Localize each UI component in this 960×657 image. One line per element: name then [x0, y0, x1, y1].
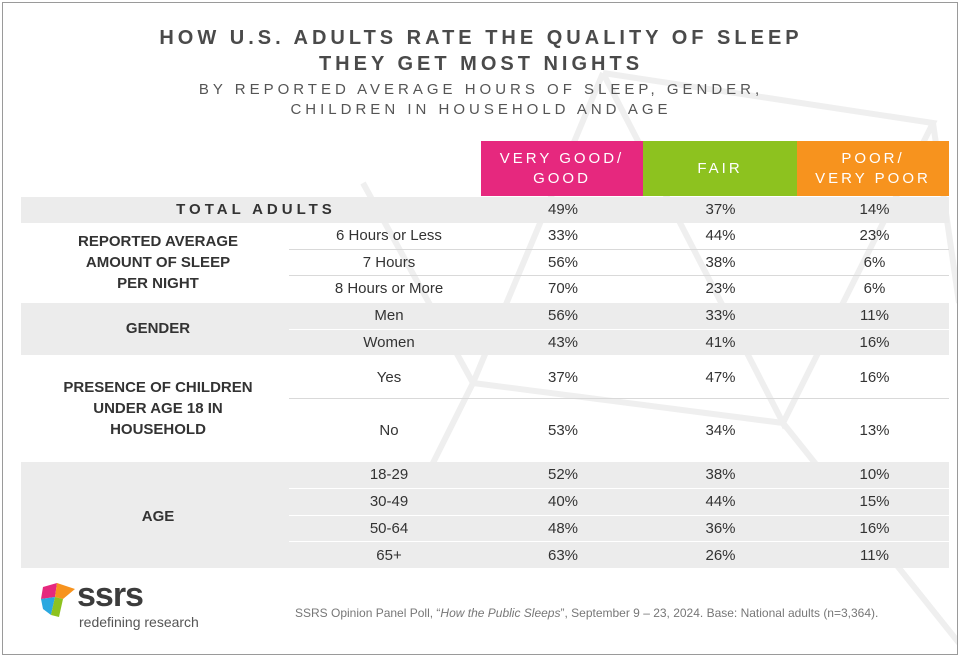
data-label: 53%: [547, 422, 579, 439]
band-total: [21, 197, 949, 223]
source-poll-title: How the Public Sleeps: [440, 606, 561, 620]
data-label: 70%: [547, 280, 579, 297]
data-label: 16%: [859, 334, 890, 351]
ssrs-mark-icon: [41, 583, 75, 617]
row-label: Men: [374, 307, 404, 324]
data-label: 63%: [547, 547, 579, 564]
group-label-line: GENDER: [125, 320, 191, 337]
header-poor: POOR/ VERY POOR: [797, 141, 949, 196]
row-separator: [289, 398, 949, 399]
data-label: 11%: [860, 547, 889, 564]
group-label-line: AMOUNT OF SLEEP: [85, 254, 231, 271]
data-label: 23%: [859, 227, 890, 244]
header-poor-line-2: VERY POOR: [815, 169, 931, 187]
row-label: Yes: [376, 369, 402, 386]
logo-wordmark: ssrs: [77, 576, 144, 614]
row-separator: [289, 541, 949, 542]
group-label-line: HOUSEHOLD: [110, 421, 206, 438]
ssrs-logo: ssrs redefining research: [41, 577, 211, 631]
header-very-good: VERY GOOD/ GOOD: [481, 141, 643, 196]
data-label: 43%: [547, 334, 579, 351]
row-separator: [289, 275, 949, 276]
source-suffix: ”, September 9 – 23, 2024. Base: Nationa…: [560, 606, 879, 620]
data-label: 38%: [705, 466, 736, 483]
header-fair-label: FAIR: [697, 159, 743, 177]
row-label: No: [379, 422, 399, 439]
source-prefix: SSRS Opinion Panel Poll, “: [295, 606, 441, 620]
data-label: 16%: [859, 369, 890, 386]
group-label-gender: GENDER: [43, 318, 273, 339]
title-line-2: THEY GET MOST NIGHTS: [318, 53, 644, 75]
data-label: 56%: [547, 254, 579, 271]
row-separator: [289, 515, 949, 516]
row-label: 8 Hours or More: [334, 280, 444, 297]
data-label: 47%: [705, 369, 736, 386]
header-very-good-line-2: GOOD: [533, 169, 591, 187]
data-label: 6%: [863, 254, 886, 271]
data-label: 56%: [547, 307, 579, 324]
header-very-good-line-1: VERY GOOD/: [499, 149, 625, 167]
data-label: 37%: [547, 369, 579, 386]
group-label-line: AGE: [141, 508, 175, 525]
header-fair: FAIR: [643, 141, 797, 196]
data-label: 44%: [705, 493, 736, 510]
subtitle-line-2: CHILDREN IN HOUSEHOLD AND AGE: [290, 101, 672, 118]
group-label-line: UNDER AGE 18 IN: [93, 400, 223, 417]
data-label: 11%: [860, 307, 889, 324]
data-label: 15%: [859, 493, 890, 510]
group-label-sleep: REPORTED AVERAGE AMOUNT OF SLEEP PER NIG…: [43, 231, 273, 294]
chart-title: HOW U.S. ADULTS RATE THE QUALITY OF SLEE…: [3, 25, 957, 77]
data-label: 10%: [859, 466, 890, 483]
data-label: 33%: [705, 307, 736, 324]
data-label: 52%: [547, 466, 579, 483]
row-label: 30-49: [369, 493, 409, 510]
data-label: 38%: [705, 254, 736, 271]
header-poor-line-1: POOR/: [841, 149, 905, 167]
group-label-line: REPORTED AVERAGE: [77, 233, 239, 250]
subtitle-line-1: BY REPORTED AVERAGE HOURS OF SLEEP, GEND…: [198, 81, 764, 98]
group-label-line: PER NIGHT: [117, 275, 199, 292]
data-label: 14%: [859, 201, 890, 218]
row-label: 6 Hours or Less: [336, 227, 442, 244]
data-label: 37%: [705, 201, 736, 218]
row-separator: [289, 488, 949, 489]
group-label-age: AGE: [43, 506, 273, 527]
row-label: Women: [363, 334, 415, 351]
data-label: 34%: [705, 422, 736, 439]
data-label: 26%: [705, 547, 736, 564]
data-label: 23%: [705, 280, 736, 297]
data-label: 40%: [547, 493, 579, 510]
data-label: 36%: [705, 520, 736, 537]
data-label: 16%: [859, 520, 890, 537]
row-separator: [289, 329, 949, 330]
data-label: 6%: [863, 280, 886, 297]
chart-subtitle: BY REPORTED AVERAGE HOURS OF SLEEP, GEND…: [3, 80, 957, 120]
total-adults-label: TOTAL ADULTS: [176, 201, 336, 218]
logo-tagline: redefining research: [79, 614, 199, 630]
data-label: 13%: [859, 422, 890, 439]
data-label: 44%: [705, 227, 736, 244]
title-line-1: HOW U.S. ADULTS RATE THE QUALITY OF SLEE…: [159, 27, 803, 49]
row-label: 18-29: [369, 466, 409, 483]
source-note: SSRS Opinion Panel Poll, “How the Public…: [295, 605, 878, 621]
group-label-children: PRESENCE OF CHILDREN UNDER AGE 18 IN HOU…: [43, 377, 273, 440]
row-label: 65+: [376, 547, 402, 564]
group-label-line: PRESENCE OF CHILDREN: [63, 379, 253, 396]
data-label: 41%: [705, 334, 736, 351]
row-label: 50-64: [369, 520, 409, 537]
row-separator: [289, 249, 949, 250]
data-label: 48%: [547, 520, 579, 537]
data-label: 49%: [547, 201, 579, 218]
data-label: 33%: [547, 227, 579, 244]
row-label: 7 Hours: [362, 254, 416, 271]
